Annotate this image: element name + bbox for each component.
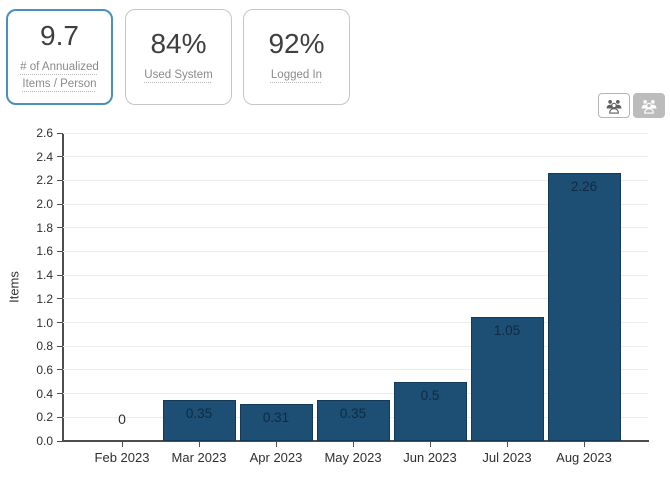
kpi-value: 84% (150, 28, 207, 60)
y-axis-tick (57, 227, 62, 229)
x-axis-tick (430, 442, 431, 447)
bar-value-label: 0 (118, 411, 126, 427)
y-axis-line (62, 133, 64, 441)
bar[interactable]: 1.05 (470, 316, 544, 441)
bar-value-label: 0.5 (420, 387, 440, 403)
plot-area: 0.0 0.2 0.4 0.6 0.8 1.0 1.2 1.4 1.6 1.8 2.0 2.2 2.4 2… (36, 126, 649, 465)
bar-value-label: 0.31 (262, 410, 290, 426)
x-axis-line (62, 440, 649, 442)
y-axis-tick-label: 1.8 (36, 220, 53, 235)
kpi-card-used-system[interactable]: 84% Used System (125, 9, 232, 105)
kpi-card-annualized-items[interactable]: 9.7 # of Annualized Items / Person (6, 9, 113, 105)
y-axis-tick (57, 369, 62, 371)
gridline (63, 393, 648, 395)
y-axis-tick-label: 2.0 (36, 197, 53, 212)
y-axis-tick (57, 345, 62, 347)
gridline (63, 274, 648, 276)
y-axis-tick (57, 416, 62, 418)
gridline (63, 369, 648, 371)
y-axis-tick-label: 0.6 (36, 362, 53, 377)
kpi-label: Used System (144, 69, 213, 82)
x-axis-tick-label: Mar 2023 (171, 450, 227, 465)
bar-value-label: 2.26 (570, 179, 598, 195)
x-axis-tick (122, 442, 123, 447)
y-axis-tick-label: 1.4 (36, 268, 53, 283)
y-axis-tick-label: 0.4 (36, 386, 53, 401)
people-group-icon (606, 99, 622, 114)
bar-value-label: 0.35 (185, 405, 213, 421)
y-axis-tick-label: 1.2 (36, 291, 53, 306)
x-axis-tick-label: Jul 2023 (482, 450, 532, 465)
kpi-card-logged-in[interactable]: 92% Logged In (243, 9, 350, 105)
kpi-label-line1: # of Annualized (20, 60, 99, 73)
gridline (63, 298, 648, 300)
bar-value-label: 0.35 (339, 405, 367, 421)
y-axis-tick (57, 250, 62, 252)
gridline (63, 179, 648, 181)
gridline (63, 250, 648, 252)
y-axis-tick (57, 203, 62, 205)
x-axis-tick-label: Feb 2023 (94, 450, 150, 465)
y-axis-tick (57, 156, 62, 158)
x-axis-tick (199, 442, 200, 447)
bar[interactable]: 0.5 (393, 381, 467, 441)
kpi-value: 92% (268, 28, 325, 60)
x-axis-tick-label: May 2023 (324, 450, 382, 465)
x-axis-tick (276, 442, 277, 447)
y-axis-tick-label: 1.6 (36, 244, 53, 259)
x-axis-tick-label: Aug 2023 (556, 450, 612, 465)
y-axis-tick (57, 274, 62, 276)
x-axis-tick (584, 442, 585, 447)
x-axis-tick (353, 442, 354, 447)
y-axis-tick-label: 2.6 (36, 126, 53, 140)
bar[interactable]: 0.35 (316, 399, 390, 441)
people-view-button-inactive[interactable] (598, 93, 630, 118)
view-toggle-group (598, 93, 665, 118)
y-axis-tick-label: 2.2 (36, 173, 53, 188)
x-axis-tick-label: Apr 2023 (249, 450, 303, 465)
kpi-label: # of Annualized Items / Person (20, 59, 99, 94)
kpi-label-line2: Items / Person (22, 77, 97, 90)
bar[interactable]: 2.26 (547, 173, 621, 441)
x-axis-tick-label: Jun 2023 (403, 450, 457, 465)
people-view-button-active[interactable] (633, 93, 665, 118)
gridline (63, 227, 648, 229)
y-axis-tick (57, 298, 62, 300)
y-axis-tick-label: 1.0 (36, 315, 53, 330)
y-axis-tick-label: 0.2 (36, 410, 53, 425)
bar[interactable]: 0.31 (239, 404, 313, 441)
y-axis-tick (57, 393, 62, 395)
y-axis-tick (57, 440, 62, 442)
gridline (63, 156, 648, 158)
y-axis-tick (57, 132, 62, 134)
gridline (63, 132, 648, 134)
bar-value-label: 1.05 (493, 322, 521, 338)
x-axis-tick (507, 442, 508, 447)
bar[interactable]: 0.35 (162, 399, 236, 441)
gridline (63, 203, 648, 205)
y-axis-tick (57, 322, 62, 324)
kpi-value: 9.7 (40, 19, 79, 51)
y-axis-tick-label: 0.0 (36, 434, 53, 448)
gridline (63, 322, 648, 324)
kpi-label: Logged In (270, 69, 323, 82)
y-axis-tick-label: 0.8 (36, 339, 53, 354)
gridline (63, 345, 648, 347)
items-bar-chart: Items 0.0 0.2 0.4 0.6 0.8 1.0 1.2 1.4 1.6 1.8 2.0 2… (0, 125, 670, 486)
y-axis-tick-label: 2.4 (36, 149, 53, 164)
people-group-icon (641, 99, 657, 114)
y-axis-tick (57, 179, 62, 181)
